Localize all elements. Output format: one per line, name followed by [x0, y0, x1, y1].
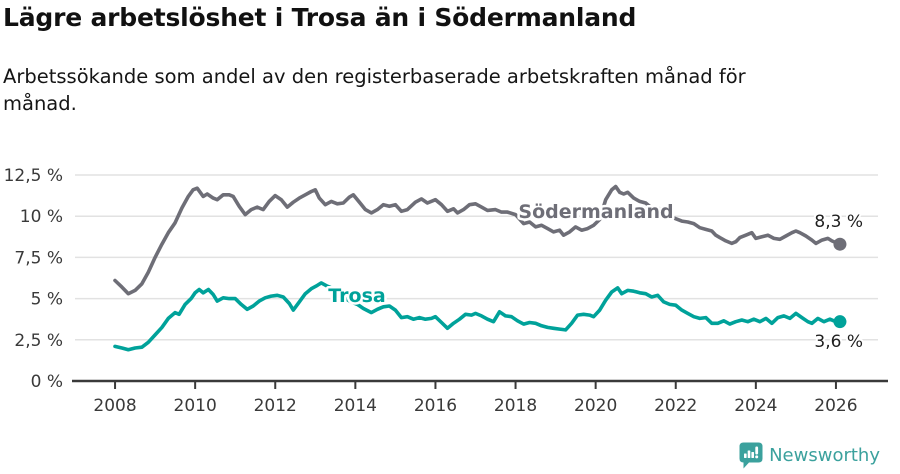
y-tick-label: 5 %	[31, 290, 63, 310]
x-tick-label: 2022	[654, 396, 697, 416]
series-end-label-södermanland: 8,3 %	[814, 212, 863, 232]
x-tick-label: 2018	[494, 396, 537, 416]
series-label-trosa: Trosa	[328, 285, 385, 307]
x-tick-label: 2014	[334, 396, 377, 416]
series-end-dot-trosa	[833, 315, 847, 329]
brand-name: Newsworthy	[769, 445, 880, 466]
chart-subtitle: Arbetssökande som andel av den registerb…	[3, 65, 746, 115]
x-tick-label: 2016	[414, 396, 457, 416]
brand-footer: Newsworthy	[739, 442, 880, 469]
x-tick-label: 2008	[93, 396, 136, 416]
x-tick-label: 2024	[734, 396, 777, 416]
y-tick-label: 7,5 %	[14, 248, 63, 268]
newsworthy-logo-icon	[739, 442, 763, 469]
series-label-södermanland: Södermanland	[518, 201, 673, 223]
x-tick-label: 2010	[174, 396, 217, 416]
y-tick-label: 10 %	[20, 207, 63, 227]
series-end-label-trosa: 3,6 %	[814, 332, 863, 352]
x-tick-label: 2020	[574, 396, 617, 416]
y-tick-label: 0 %	[31, 372, 63, 392]
series-line-södermanland	[113, 184, 842, 296]
series-line-trosa	[113, 281, 842, 352]
y-tick-label: 12,5 %	[4, 166, 63, 186]
y-tick-label: 2,5 %	[14, 331, 63, 351]
series-end-dot-södermanland	[833, 237, 847, 251]
x-tick-label: 2012	[254, 396, 297, 416]
page-title: Lägre arbetslöshet i Trosa än i Söderman…	[3, 3, 637, 32]
x-tick-label: 2026	[814, 396, 857, 416]
